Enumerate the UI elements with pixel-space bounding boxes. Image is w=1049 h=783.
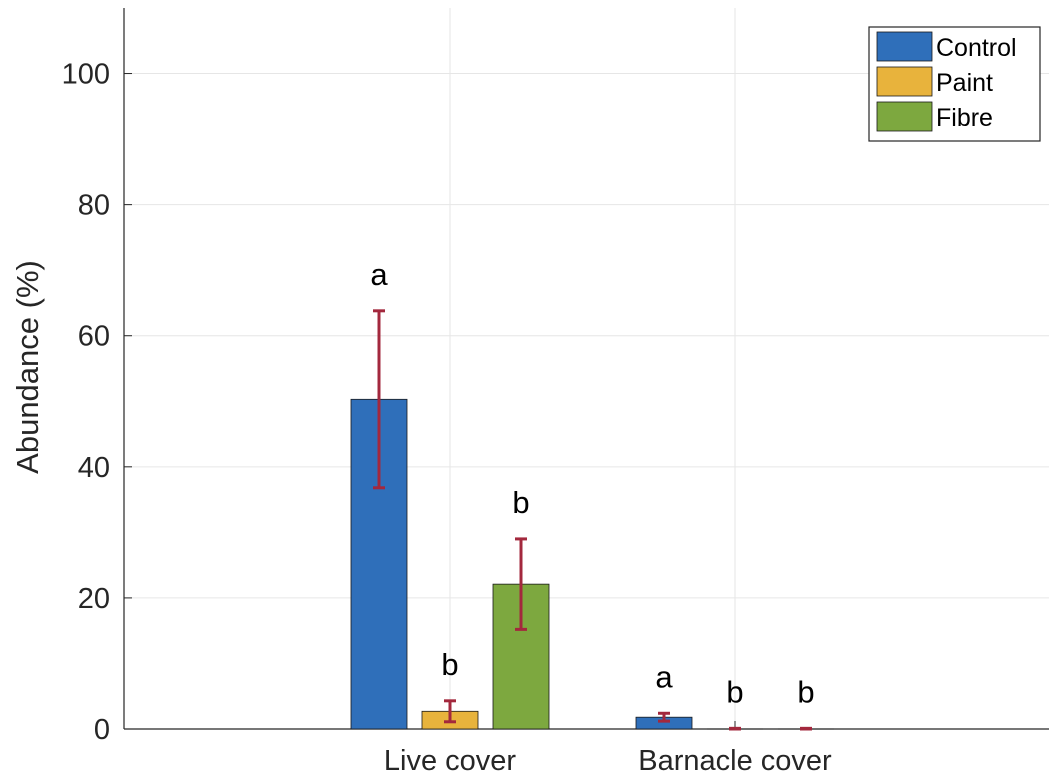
y-tick-label: 0 xyxy=(94,714,110,746)
significance-label: b xyxy=(726,674,743,709)
legend-swatch-paint xyxy=(876,66,933,97)
legend-label-fibre: Fibre xyxy=(936,104,993,132)
y-tick-label: 40 xyxy=(78,452,110,484)
legend-label-paint: Paint xyxy=(936,69,993,97)
error-bar-control-0 xyxy=(373,309,385,490)
error-bar-paint-1 xyxy=(729,726,741,731)
legend: Control Paint Fibre xyxy=(868,26,1041,142)
y-axis-label: Abundance (%) xyxy=(10,260,45,474)
error-bar-fibre-1 xyxy=(800,726,812,731)
legend-swatch-control xyxy=(876,31,933,62)
significance-label: b xyxy=(797,674,814,709)
significance-label: b xyxy=(512,485,529,520)
error-bars xyxy=(373,309,812,731)
error-bar-control-1 xyxy=(658,711,670,723)
tick-labels: 0 20 40 60 80 100 Live cover Barnacle cover xyxy=(62,59,832,777)
error-bar-fibre-0 xyxy=(515,537,527,631)
bars xyxy=(350,398,834,730)
significance-label: a xyxy=(370,257,388,292)
legend-label-control: Control xyxy=(936,34,1017,62)
significance-label: a xyxy=(655,659,673,694)
y-tick-label: 100 xyxy=(62,59,110,91)
y-tick-label: 60 xyxy=(78,321,110,353)
legend-swatch-fibre xyxy=(876,101,933,132)
error-bar-paint-0 xyxy=(444,699,456,724)
x-tick-label: Live cover xyxy=(384,745,517,777)
y-tick-label: 80 xyxy=(78,190,110,222)
grid xyxy=(124,8,1049,729)
y-tick-label: 20 xyxy=(78,583,110,615)
significance-label: b xyxy=(441,647,458,682)
significance-labels: a a b b b b xyxy=(370,257,814,710)
x-tick-label: Barnacle cover xyxy=(638,745,832,777)
